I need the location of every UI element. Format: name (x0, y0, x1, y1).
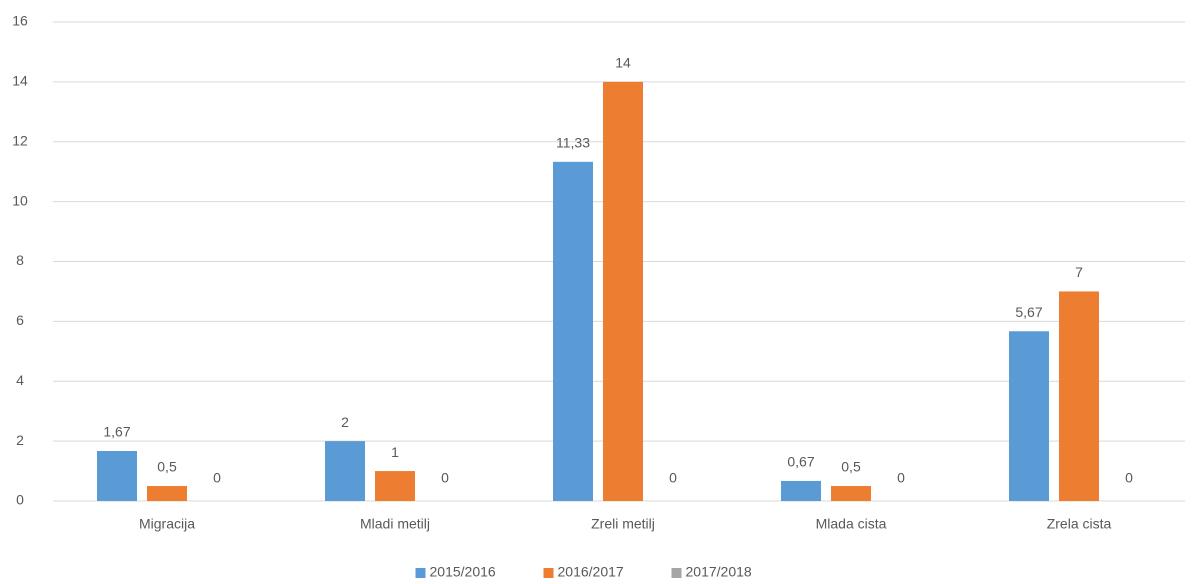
x-tick-label: Mladi metilj (360, 516, 430, 532)
x-tick-label: Migracija (139, 516, 195, 532)
y-tick-label: 4 (16, 372, 24, 388)
legend-label: 2017/2018 (686, 564, 752, 580)
legend-swatch (415, 568, 426, 578)
bar (831, 486, 871, 501)
data-label: 0,5 (157, 459, 177, 475)
data-label: 0 (213, 470, 221, 486)
y-tick-label: 2 (16, 432, 24, 448)
legend-swatch (671, 568, 682, 578)
data-label: 5,67 (1015, 304, 1042, 320)
y-tick-label: 14 (12, 73, 28, 89)
y-tick-label: 0 (16, 492, 24, 508)
data-label: 1,67 (103, 424, 130, 440)
data-label: 0 (897, 470, 905, 486)
data-label: 2 (341, 414, 349, 430)
y-tick-label: 8 (16, 252, 24, 268)
bar (781, 480, 821, 501)
bar (375, 471, 415, 501)
bar (553, 161, 593, 502)
legend-label: 2016/2017 (558, 564, 624, 580)
data-label: 11,33 (556, 135, 590, 151)
data-label: 7 (1075, 264, 1083, 280)
bar (147, 486, 187, 501)
legend-swatch (543, 568, 554, 578)
data-label: 0 (441, 470, 449, 486)
bar (1009, 331, 1049, 501)
data-label: 0,67 (787, 454, 814, 470)
x-tick-label: Zreli metilj (591, 516, 655, 532)
bar (1059, 291, 1099, 501)
x-tick-label: Mlada cista (816, 516, 887, 532)
y-tick-label: 6 (16, 312, 24, 328)
data-label: 0 (669, 470, 677, 486)
bar (97, 451, 137, 501)
y-tick-label: 16 (12, 13, 28, 29)
x-tick-label: Zrela cista (1047, 516, 1112, 532)
y-tick-label: 12 (12, 132, 28, 148)
bar (325, 441, 365, 501)
legend-label: 2015/2016 (430, 564, 496, 580)
y-tick-label: 10 (12, 192, 28, 208)
data-label: 14 (615, 55, 631, 71)
data-label: 0,5 (841, 459, 861, 475)
bar (603, 81, 643, 501)
data-label: 1 (391, 444, 399, 460)
data-label: 0 (1125, 470, 1133, 486)
